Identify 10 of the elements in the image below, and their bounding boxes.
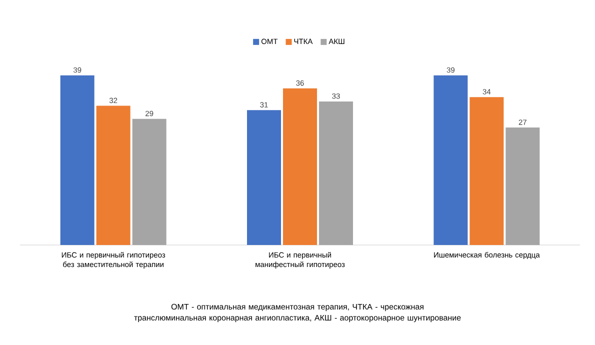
text: ОМТ - оптимальная медикаментозная терапия, ЧТКА - чрескожная транслюминальная коронарная ангиопластика, АКШ - аортокоронарное шунтирование bbox=[134, 304, 461, 322]
bar bbox=[470, 97, 504, 245]
bar bbox=[506, 128, 540, 245]
bar bbox=[434, 75, 468, 245]
bar bbox=[283, 88, 318, 245]
bar bbox=[60, 75, 94, 245]
bar bbox=[318, 101, 353, 245]
bar bbox=[247, 110, 282, 245]
bar bbox=[96, 106, 130, 245]
bar bbox=[132, 118, 166, 245]
